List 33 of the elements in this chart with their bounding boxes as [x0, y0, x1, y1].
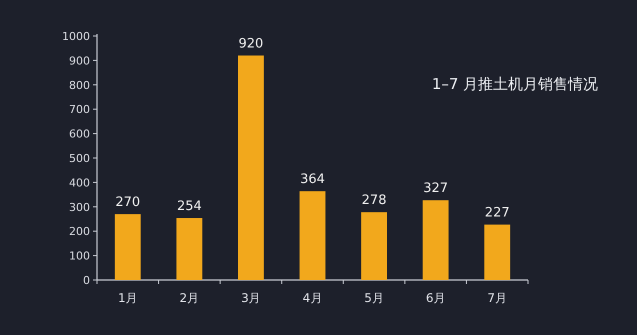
- data-label: 278: [362, 193, 386, 208]
- bar: [484, 224, 510, 280]
- data-label: 364: [300, 172, 325, 188]
- y-tick-label: 900: [69, 54, 90, 68]
- data-label: 227: [484, 206, 510, 221]
- bar: [300, 191, 326, 280]
- x-tick-label: 6月: [426, 291, 446, 305]
- bar: [238, 56, 264, 280]
- bar: [361, 212, 387, 280]
- data-label: 254: [176, 199, 202, 214]
- x-tick-label: 5月: [364, 291, 384, 305]
- x-tick-label: 7月: [487, 291, 508, 305]
- y-tick-label: 0: [83, 274, 90, 287]
- x-tick-label: 3月: [241, 291, 261, 305]
- data-label: 920: [238, 36, 264, 52]
- text: 1–7 月推土机月销售情况: [432, 75, 598, 93]
- x-tick-label: 4月: [302, 291, 322, 305]
- y-tick-label: 100: [69, 250, 90, 263]
- y-tick-label: 800: [69, 78, 90, 92]
- x-tick-label: 1月: [118, 291, 138, 305]
- y-tick-label: 600: [69, 128, 90, 141]
- bar: [422, 200, 449, 280]
- x-tick-label: 2月: [180, 291, 200, 305]
- y-tick-label: 500: [69, 152, 90, 165]
- y-tick-label: 700: [69, 103, 90, 116]
- y-tick-label: 200: [69, 225, 90, 238]
- data-label: 327: [423, 181, 448, 196]
- y-tick-label: 300: [69, 200, 90, 214]
- y-tick-label: 1000: [62, 30, 90, 43]
- bar: [114, 214, 141, 280]
- y-tick-label: 400: [69, 176, 90, 190]
- data-label: 270: [115, 195, 140, 210]
- bar: [176, 218, 202, 280]
